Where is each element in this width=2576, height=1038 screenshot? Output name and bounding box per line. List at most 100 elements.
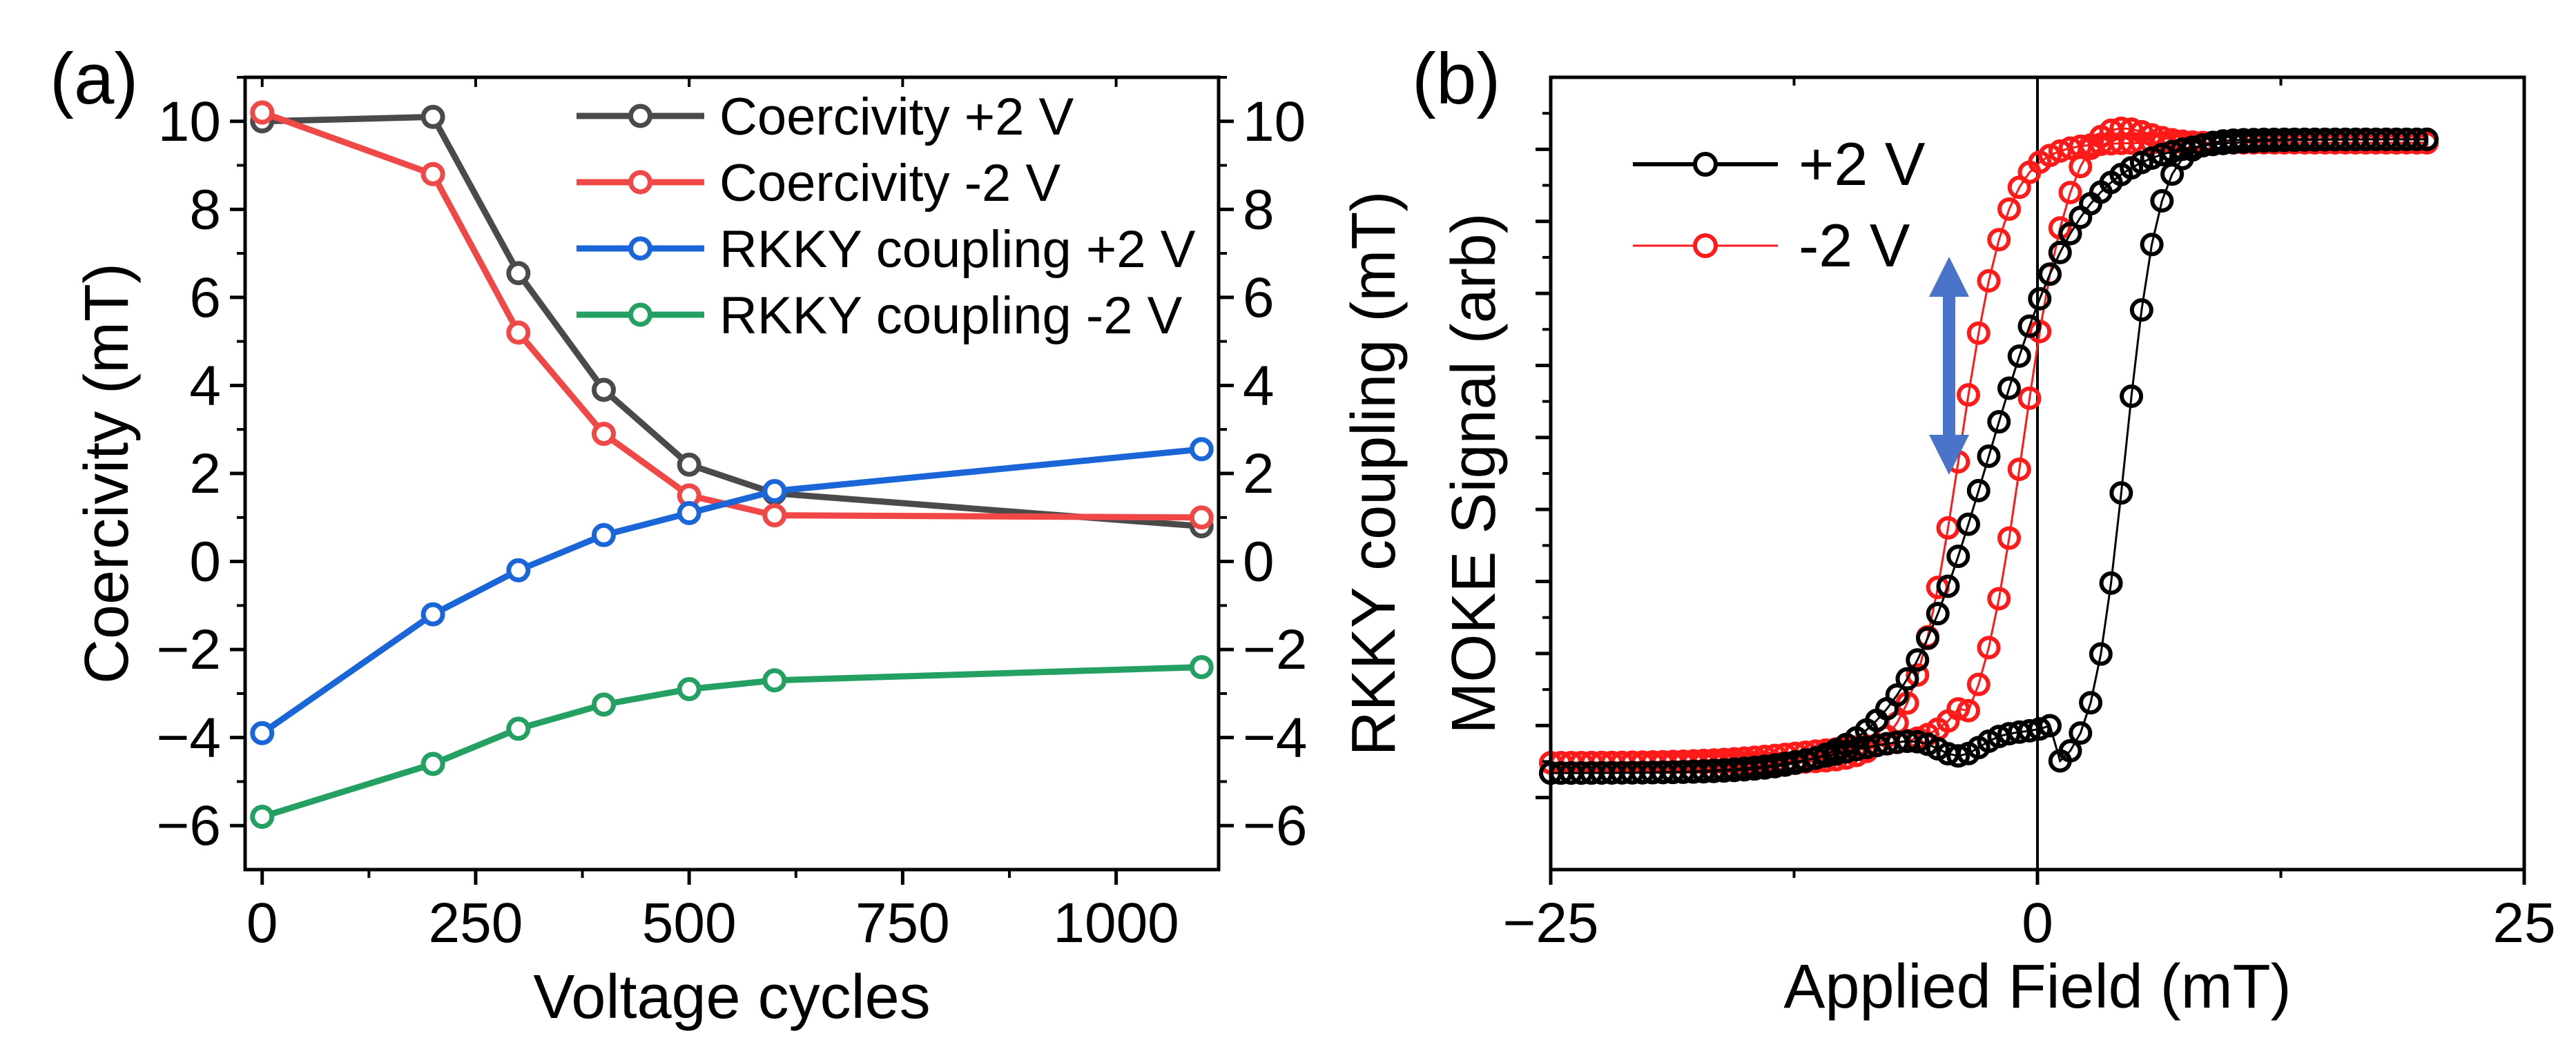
a-x-tick-label: 250 (429, 892, 523, 954)
b-data-point (2028, 717, 2052, 741)
b-data-point (1814, 743, 1838, 767)
panel-a: (a) 0 250 500 750 1000 −6 −4 −2 0 2 4 6 8 10 −6 −4 −2 0 2 4… (50, 39, 1408, 1032)
b-data-point (2069, 206, 2093, 230)
b-data-point (2150, 189, 2174, 213)
b-data-point (1977, 268, 2001, 293)
a-y-left-tick-label: 2 (189, 442, 221, 505)
a-x-tick-label: 500 (642, 892, 737, 954)
a-y-right-tick-label: −4 (1243, 707, 1308, 770)
a-data-point (677, 677, 701, 702)
a-y-left-tick-label: −2 (157, 618, 222, 681)
b-legend-label: +2 V (1799, 130, 1926, 198)
b-data-point (1956, 512, 1980, 536)
b-data-point (1956, 698, 1980, 723)
b-x-tick-label: −25 (1502, 892, 1598, 954)
b-data-point (2120, 384, 2144, 409)
b-data-point (2069, 721, 2093, 745)
b-data-point (1966, 672, 1991, 696)
panel-a-y-axis-right-label: RKKY coupling (mT) (1339, 191, 1408, 756)
b-legend-marker (1693, 233, 1718, 258)
panel-b-ticks: −25 0 25 (1502, 77, 2556, 954)
a-legend-marker (628, 104, 652, 128)
a-data-point (506, 716, 531, 741)
b-data-point (1946, 545, 1970, 569)
arrow-head-down (1929, 435, 1969, 475)
a-data-point (420, 602, 445, 627)
b-legend-label: -2 V (1799, 211, 1910, 280)
b-x-tick-label: 0 (2022, 892, 2053, 954)
panel-a-label: (a) (50, 39, 138, 119)
a-data-point (506, 261, 531, 286)
a-data-point (420, 104, 445, 129)
a-y-left-tick-label: 10 (158, 90, 221, 153)
b-data-point (1997, 526, 2022, 550)
a-data-point (420, 752, 445, 776)
a-data-point (762, 479, 787, 504)
a-legend-label: RKKY coupling -2 V (719, 286, 1183, 345)
a-x-tick-label: 750 (855, 892, 950, 954)
b-data-point (2038, 714, 2062, 738)
b-data-point (1987, 410, 2011, 434)
b-data-point (2058, 738, 2082, 763)
panel-a-ticks: 0 250 500 750 1000 −6 −4 −2 0 2 4 6 8 10 −6 −4 −2 0 2 4 6 8 10 (157, 76, 1308, 954)
b-data-point (2129, 298, 2153, 322)
b-data-point (1997, 197, 2022, 221)
b-data-point (1987, 228, 2011, 252)
a-x-tick-label: 1000 (1053, 892, 1179, 954)
panel-a-legend: Coercivity +2 V Coercivity -2 V RKKY coupl… (577, 88, 1196, 345)
a-y-right-tick-label: 8 (1243, 178, 1275, 241)
b-data-point (2007, 457, 2031, 481)
a-data-point (420, 161, 445, 186)
a-y-right-tick-label: 0 (1243, 531, 1275, 594)
a-y-left-tick-label: 0 (189, 531, 221, 594)
b-data-point (2079, 691, 2103, 715)
a-y-right-tick-label: 2 (1243, 442, 1275, 505)
a-data-point (1189, 505, 1214, 530)
b-data-point (1966, 321, 1991, 345)
a-x-tick-label: 0 (246, 892, 278, 954)
panel-b-double-arrow (1929, 257, 1969, 475)
panel-a-series (250, 100, 1214, 829)
a-data-point (591, 692, 616, 717)
panel-b-series (1539, 116, 2439, 785)
b-data-point (1987, 587, 2011, 611)
b-data-point (1906, 648, 1930, 672)
b-data-point (2058, 180, 2082, 204)
a-legend-label: RKKY coupling +2 V (719, 220, 1196, 279)
panel-b-y-axis-label: MOKE Signal (arb) (1440, 213, 1509, 734)
a-y-left-tick-label: 8 (189, 178, 221, 241)
b-data-point (2058, 222, 2082, 246)
a-data-point (591, 522, 616, 547)
a-data-point (762, 668, 787, 693)
b-data-point (1926, 602, 1950, 626)
b-data-point (2150, 142, 2174, 166)
a-data-point (591, 422, 616, 447)
b-data-point (1915, 626, 1939, 650)
a-data-point (677, 452, 701, 477)
a-data-point (762, 503, 787, 528)
a-data-point (591, 378, 616, 402)
b-data-point (2140, 233, 2164, 257)
a-data-point (250, 804, 275, 829)
b-data-point (2028, 286, 2052, 311)
a-data-point (506, 320, 531, 345)
a-y-left-tick-label: 6 (189, 266, 221, 329)
b-data-point (2160, 162, 2185, 186)
b-data-point (2089, 642, 2113, 666)
a-data-point (250, 721, 275, 745)
a-y-left-tick-label: 4 (189, 354, 221, 417)
b-data-point (1977, 444, 2001, 469)
b-data-point (1956, 383, 1980, 407)
b-data-point (1946, 744, 1970, 768)
a-data-point (1189, 437, 1214, 462)
panel-b-legend: +2 V -2 V (1633, 130, 1926, 280)
a-y-left-tick-label: −6 (157, 794, 222, 857)
b-data-point (1997, 376, 2022, 400)
panel-a-y-axis-left-label: Coercivity (mT) (72, 263, 142, 684)
b-data-point (2007, 344, 2031, 369)
b-data-point (2170, 137, 2194, 161)
b-data-point (1936, 574, 1960, 598)
a-y-right-tick-label: −2 (1243, 618, 1308, 681)
b-data-point (2058, 136, 2082, 160)
